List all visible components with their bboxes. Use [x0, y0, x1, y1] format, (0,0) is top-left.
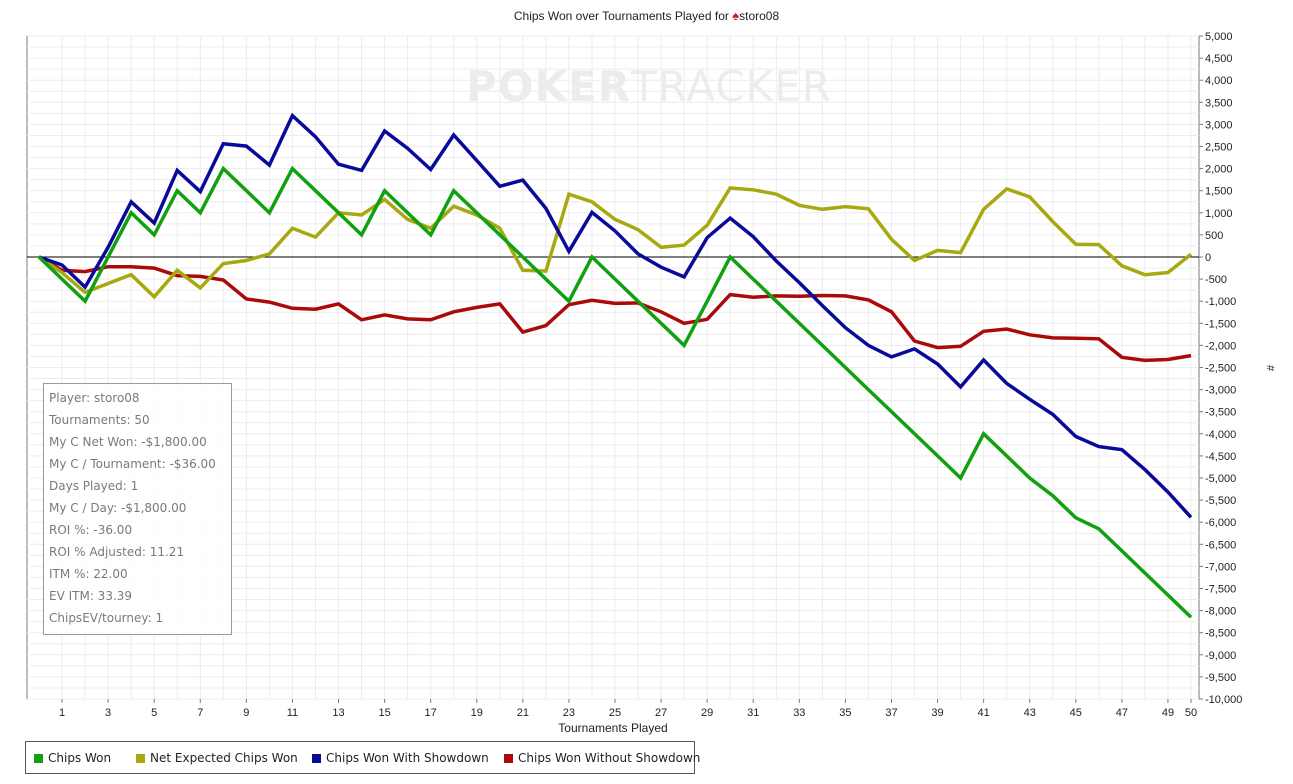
spade-icon: ♠	[732, 8, 740, 23]
y-tick-label: -500	[1205, 274, 1227, 286]
x-tick-label: 33	[793, 707, 805, 719]
y-tick-label: 5,000	[1205, 31, 1233, 43]
x-tick-label: 9	[243, 707, 249, 719]
legend-label: Net Expected Chips Won	[150, 751, 298, 765]
y-tick-label: -4,000	[1205, 429, 1236, 441]
series-line-net-expected-chips-won	[38, 186, 1193, 300]
y-tick-label: -1,500	[1205, 318, 1236, 330]
x-axis-label: Tournaments Played	[558, 721, 667, 735]
stat-row: ROI % Adjusted: 11.21	[49, 545, 185, 559]
y-tick-label: -2,000	[1205, 340, 1236, 352]
x-tick-label: 17	[425, 707, 437, 719]
x-tick-label: 1	[59, 707, 65, 719]
x-tick-label: 29	[701, 707, 713, 719]
y-tick-label: -5,500	[1205, 495, 1236, 507]
stat-row: My C / Day: -$1,800.00	[49, 501, 187, 515]
x-tick-label: 39	[931, 707, 943, 719]
x-tick-label: 50	[1185, 707, 1197, 719]
y-tick-label: -3,500	[1205, 407, 1236, 419]
y-tick-label: -6,000	[1205, 517, 1236, 529]
y-tick-label: 0	[1205, 252, 1211, 264]
y-tick-label: -5,000	[1205, 473, 1236, 485]
y-tick-label: 2,500	[1205, 142, 1233, 154]
y-tick-label: -10,000	[1205, 694, 1242, 706]
legend-swatch	[34, 754, 43, 763]
x-tick-label: 31	[747, 707, 759, 719]
y-tick-label: 3,000	[1205, 119, 1233, 131]
x-tick-label: 25	[609, 707, 621, 719]
chart-title-player: storo08	[739, 9, 780, 23]
player-stats-box: Player: storo08 Tournaments: 50 My C Net W…	[43, 383, 232, 635]
x-tick-label: 19	[471, 707, 483, 719]
x-tick-label: 37	[885, 707, 897, 719]
x-tick-label: 45	[1070, 707, 1082, 719]
y-tick-label: -8,500	[1205, 628, 1236, 640]
x-tick-label: 23	[563, 707, 575, 719]
stat-row: Tournaments: 50	[49, 413, 150, 427]
pokertracker-watermark: POKERTRACKER	[466, 62, 832, 111]
watermark-right: TRACKER	[631, 62, 832, 111]
y-tick-label: -4,500	[1205, 451, 1236, 463]
legend-swatch	[504, 754, 513, 763]
stat-row: ROI %: -36.00	[49, 523, 133, 537]
legend-item[interactable]: Chips Won	[34, 751, 111, 765]
x-tick-label: 15	[378, 707, 390, 719]
y-tick-label: -9,000	[1205, 650, 1236, 662]
legend-item[interactable]: Chips Won Without Showdown	[504, 751, 700, 765]
stat-row: My C Net Won: -$1,800.00	[49, 435, 207, 449]
y-tick-label: -9,500	[1205, 672, 1236, 684]
stat-row: ChipsEV/tourney: 1	[49, 611, 164, 625]
chart-title: Chips Won over Tournaments Played for ♠s…	[0, 8, 1293, 23]
x-tick-label: 11	[287, 707, 298, 719]
x-tick-label: 47	[1116, 707, 1128, 719]
legend-swatch	[136, 754, 145, 763]
y-tick-label: 2,000	[1205, 164, 1233, 176]
y-tick-label: 3,500	[1205, 97, 1233, 109]
legend-label: Chips Won	[48, 751, 112, 765]
x-tick-label: 49	[1162, 707, 1174, 719]
x-tick-label: 7	[197, 707, 203, 719]
x-tick-label: 3	[105, 707, 111, 719]
legend-label: Chips Won Without Showdown	[518, 751, 701, 765]
y-tick-label: 500	[1205, 230, 1223, 242]
y-axis-label: #	[1264, 365, 1276, 372]
stat-row: ITM %: 22.00	[49, 567, 128, 581]
y-tick-label: -7,000	[1205, 561, 1236, 573]
series-line-chips-won-without-showdown	[38, 255, 1192, 363]
stat-row: Player: storo08	[49, 391, 140, 405]
legend-item[interactable]: Net Expected Chips Won	[136, 751, 298, 765]
watermark-left: POKER	[466, 62, 632, 111]
x-tick-label: 41	[978, 707, 990, 719]
legend-label: Chips Won With Showdown	[326, 751, 489, 765]
legend-swatch	[312, 754, 321, 763]
y-tick-label: -6,500	[1205, 539, 1236, 551]
x-tick-label: 27	[655, 707, 667, 719]
stat-row: Days Played: 1	[49, 479, 139, 493]
y-tick-label: 4,000	[1205, 75, 1233, 87]
x-tick-label: 13	[332, 707, 344, 719]
x-tick-label: 35	[839, 707, 851, 719]
x-tick-label: 21	[517, 707, 529, 719]
y-tick-label: -8,000	[1205, 606, 1236, 618]
chart-legend: Chips Won Net Expected Chips Won Chips Won…	[25, 741, 700, 774]
chart-title-text: Chips Won over Tournaments Played for	[513, 9, 729, 23]
series-line-chips-won-with-showdown	[38, 112, 1193, 519]
legend-item[interactable]: Chips Won With Showdown	[312, 751, 489, 765]
y-tick-label: -3,000	[1205, 385, 1236, 397]
x-tick-label: 43	[1024, 707, 1036, 719]
y-tick-label: 1,000	[1205, 208, 1233, 220]
y-tick-label: -2,500	[1205, 363, 1236, 375]
y-tick-label: 4,500	[1205, 53, 1233, 65]
series-line-chips-won	[37, 165, 1193, 619]
stat-row: EV ITM: 33.39	[49, 589, 133, 603]
x-tick-label: 5	[151, 707, 157, 719]
y-tick-label: -1,000	[1205, 296, 1236, 308]
y-tick-label: 1,500	[1205, 186, 1233, 198]
stat-row: My C / Tournament: -$36.00	[49, 457, 216, 471]
y-tick-label: -7,500	[1205, 584, 1236, 596]
